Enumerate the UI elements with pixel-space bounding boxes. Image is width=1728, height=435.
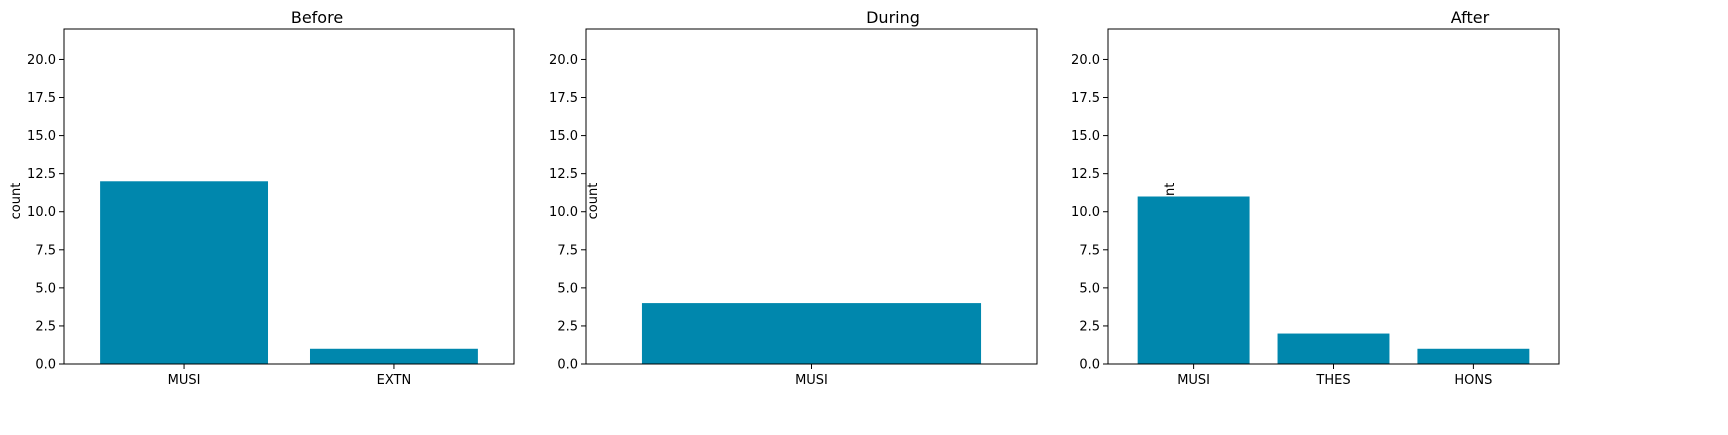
y-axis-label: count — [9, 183, 24, 220]
y-tick-label: 2.5 — [557, 319, 578, 334]
y-tick-label: 2.5 — [1079, 319, 1100, 334]
chart-title: Before — [291, 8, 343, 27]
bar-musi — [641, 303, 982, 364]
chart-title: During — [866, 8, 920, 27]
x-tick-label: MUSI — [1177, 373, 1210, 388]
plot-frame — [1107, 28, 1560, 365]
bar-musi — [100, 181, 269, 364]
y-tick-label: 10.0 — [1071, 205, 1100, 220]
bar-musi — [1137, 196, 1250, 364]
x-axis: MUSI — [795, 364, 828, 388]
y-tick-label: 17.5 — [549, 91, 578, 106]
y-tick-label: 17.5 — [27, 91, 56, 106]
y-tick-label: 20.0 — [549, 53, 578, 68]
x-tick-label: MUSI — [168, 373, 201, 388]
y-tick-label: 20.0 — [1071, 53, 1100, 68]
y-tick-label: 5.0 — [557, 281, 578, 296]
bars — [1137, 196, 1530, 364]
y-tick-label: 5.0 — [35, 281, 56, 296]
x-tick-label: THES — [1315, 373, 1350, 388]
y-tick-label: 0.0 — [1079, 358, 1100, 373]
y-tick-label: 15.0 — [27, 129, 56, 144]
x-axis: MUSI THES HONS — [1177, 364, 1492, 388]
y-axis: 0.0 2.5 5.0 7.5 10.0 12.5 15.0 17.5 20.0 — [1071, 53, 1108, 373]
bars — [641, 303, 982, 364]
y-tick-label: 20.0 — [27, 53, 56, 68]
y-tick-label: 15.0 — [549, 129, 578, 144]
y-tick-label: 0.0 — [35, 358, 56, 373]
y-tick-label: 5.0 — [1079, 281, 1100, 296]
y-tick-label: 12.5 — [549, 167, 578, 182]
y-tick-label: 10.0 — [549, 205, 578, 220]
y-tick-label: 2.5 — [35, 319, 56, 334]
y-tick-label: 15.0 — [1071, 129, 1100, 144]
x-tick-label: HONS — [1454, 373, 1492, 388]
chart-panel-before: Before count 0.0 2.5 5.0 7.5 10.0 12.5 15.0 17.… — [9, 8, 515, 388]
bar-extn — [309, 348, 478, 364]
y-tick-label: 17.5 — [1071, 91, 1100, 106]
plot-frame — [63, 28, 515, 365]
bar-hons — [1417, 348, 1530, 364]
y-tick-label: 12.5 — [1071, 167, 1100, 182]
x-tick-label: MUSI — [795, 373, 828, 388]
y-tick-label: 12.5 — [27, 167, 56, 182]
x-axis: MUSI EXTN — [168, 364, 412, 388]
y-axis-label: count — [586, 183, 601, 220]
y-tick-label: 7.5 — [1079, 243, 1100, 258]
y-tick-label: 0.0 — [557, 358, 578, 373]
y-axis: 0.0 2.5 5.0 7.5 10.0 12.5 15.0 17.5 20.0 — [549, 53, 586, 373]
y-axis: 0.0 2.5 5.0 7.5 10.0 12.5 15.0 17.5 20.0 — [27, 53, 64, 373]
bar-thes — [1277, 333, 1390, 364]
y-tick-label: 7.5 — [35, 243, 56, 258]
y-tick-label: 7.5 — [557, 243, 578, 258]
chart-panel-during: During count 0.0 2.5 5.0 7.5 10.0 12.5 15.0 17.… — [549, 8, 1038, 388]
plot-frame — [585, 28, 1038, 365]
bars — [100, 181, 478, 364]
x-tick-label: EXTN — [377, 373, 412, 388]
chart-title: After — [1451, 8, 1490, 27]
y-tick-label: 10.0 — [27, 205, 56, 220]
chart-panel-after: After count 0.02.55.07.510.012.515.017.5… — [1071, 8, 1560, 388]
